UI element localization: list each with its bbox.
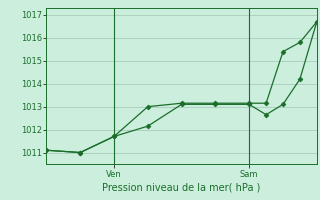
X-axis label: Pression niveau de la mer( hPa ): Pression niveau de la mer( hPa )	[102, 183, 261, 193]
